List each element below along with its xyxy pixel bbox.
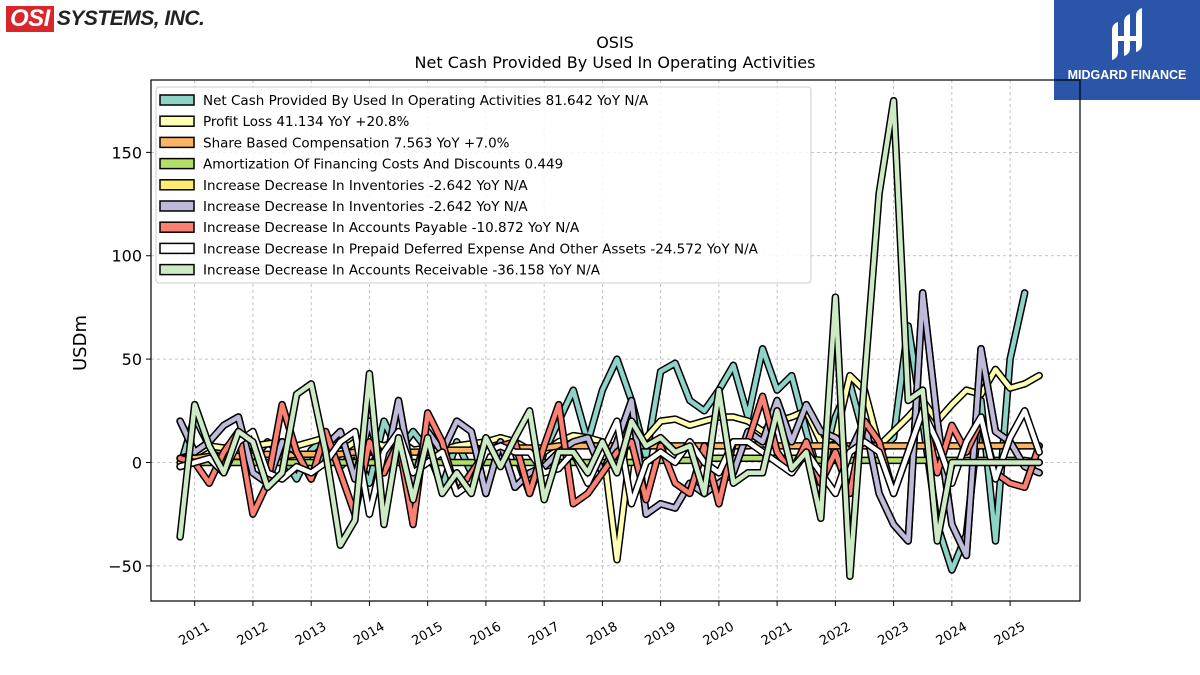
legend-label: Profit Loss 41.134 YoY +20.8% <box>203 114 410 130</box>
y-tick-label: 0 <box>132 453 142 472</box>
x-tick-label: 2021 <box>759 619 795 649</box>
x-tick-label: 2012 <box>235 619 271 649</box>
series-line-stroke <box>177 98 1042 579</box>
y-axis-label: USDm <box>70 315 91 371</box>
x-tick-label: 2019 <box>642 619 678 649</box>
chart-title: OSIS <box>596 33 634 52</box>
x-tick-label: 2011 <box>177 619 213 649</box>
y-tick-label: 100 <box>111 247 142 266</box>
series-line <box>176 96 1043 580</box>
legend-swatch <box>159 179 195 191</box>
legend-swatch <box>159 115 195 127</box>
x-tick-label: 2022 <box>817 619 853 649</box>
chart-subtitle: Net Cash Provided By Used In Operating A… <box>415 53 816 72</box>
company-logo-mark: OSI <box>6 6 54 32</box>
legend-swatch <box>159 242 195 255</box>
publisher-name: MIDGARD FINANCE <box>1067 68 1187 82</box>
x-tick-label: 2014 <box>351 619 387 649</box>
legend-swatch <box>159 221 195 233</box>
legend: Net Cash Provided By Used In Operating A… <box>155 86 812 284</box>
publisher-logo-icon <box>1112 8 1142 60</box>
company-logo: OSI SYSTEMS, INC. <box>6 6 205 32</box>
legend-label: Increase Decrease In Accounts Receivable… <box>203 263 601 279</box>
x-tick-label: 2013 <box>293 619 329 649</box>
legend-label: Increase Decrease In Prepaid Deferred Ex… <box>203 241 759 257</box>
legend-entry: Increase Decrease In Inventories -2.642 … <box>159 199 528 215</box>
plot-frame <box>150 79 1081 602</box>
legend-label: Increase Decrease In Inventories -2.642 … <box>203 178 528 194</box>
y-tick-label: 50 <box>122 350 142 369</box>
legend-entry: Increase Decrease In Prepaid Deferred Ex… <box>159 241 759 257</box>
x-tick-label: 2016 <box>468 619 504 649</box>
publisher-logo: MIDGARD FINANCE <box>1054 0 1200 100</box>
legend-swatch <box>159 263 195 276</box>
x-tick-label: 2024 <box>934 619 970 649</box>
x-tick-label: 2020 <box>701 619 737 649</box>
legend-swatch <box>159 136 195 149</box>
legend-entry: Share Based Compensation 7.563 YoY +7.0% <box>159 135 510 151</box>
legend-swatch <box>159 94 195 106</box>
legend-swatch <box>159 200 195 212</box>
y-tick-label: 150 <box>111 143 142 162</box>
legend-entry: Amortization Of Financing Costs And Disc… <box>159 157 563 173</box>
legend-entry: Increase Decrease In Accounts Receivable… <box>159 263 601 279</box>
legend-entry: Net Cash Provided By Used In Operating A… <box>159 93 649 109</box>
x-tick-label: 2015 <box>410 619 446 649</box>
x-tick-label: 2017 <box>526 619 562 649</box>
series-lines <box>176 96 1043 580</box>
legend-label: Increase Decrease In Accounts Payable -1… <box>203 220 580 236</box>
legend-entry: Increase Decrease In Inventories -2.642 … <box>159 178 528 194</box>
company-logo-name: SYSTEMS, INC. <box>56 7 205 30</box>
y-tick-label: −50 <box>108 557 142 576</box>
series-line-stroke <box>177 408 1042 517</box>
x-tick-label: 2025 <box>992 619 1028 649</box>
series-line <box>176 407 1043 518</box>
legend-entry: Increase Decrease In Accounts Payable -1… <box>159 220 580 236</box>
legend-box <box>155 86 812 284</box>
legend-label: Amortization Of Financing Costs And Disc… <box>203 157 563 173</box>
x-tick-label: 2018 <box>584 619 620 649</box>
legend-swatch <box>159 157 195 170</box>
legend-label: Share Based Compensation 7.563 YoY +7.0% <box>203 135 510 151</box>
legend-label: Increase Decrease In Inventories -2.642 … <box>203 199 528 215</box>
legend-label: Net Cash Provided By Used In Operating A… <box>203 93 649 109</box>
x-tick-label: 2023 <box>875 619 911 649</box>
legend-entry: Profit Loss 41.134 YoY +20.8% <box>159 114 410 130</box>
